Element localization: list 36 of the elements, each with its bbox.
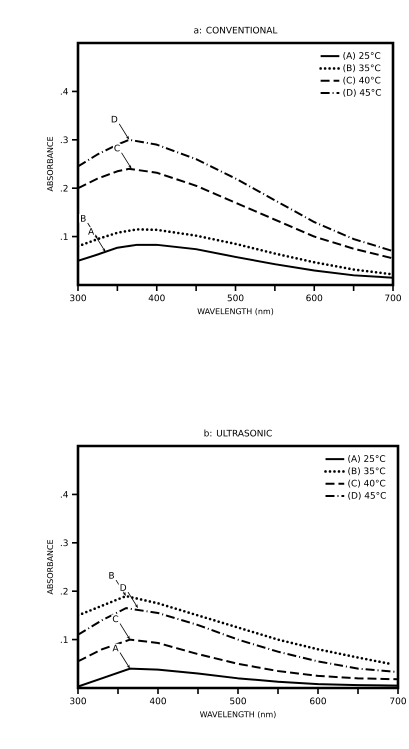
annotation: D (120, 584, 126, 591)
legend-label: (A) 25°C (348, 455, 386, 464)
y-tick-label: .1 (60, 233, 68, 240)
legend-label: (D) 45°C (348, 492, 386, 500)
annotation: D (112, 116, 118, 122)
x-tick-label: 500 (228, 294, 244, 302)
y-tick-label: .2 (60, 184, 68, 192)
y-tick-label: .1 (60, 636, 68, 643)
x-tick-label: 700 (385, 294, 401, 302)
x-tick-label: 500 (230, 698, 246, 704)
y-tick-label: .4 (60, 491, 68, 498)
chart-title: a: CONVENTIONAL (194, 26, 278, 34)
annotation: B (109, 572, 114, 579)
x-tick-label: 300 (70, 698, 86, 704)
chart-title: b: ULTRASONIC (204, 430, 272, 436)
x-tick-label: 300 (70, 294, 86, 302)
annotation: A (88, 228, 94, 235)
x-tick-label: 600 (310, 698, 326, 704)
x-tick-label: 700 (390, 698, 406, 704)
legend-label: (A) 25°C (343, 52, 380, 60)
y-tick-label: .4 (60, 88, 68, 95)
x-tick-label: 400 (148, 294, 165, 302)
legend-label: (B) 35°C (348, 467, 386, 476)
x-tick-label: 400 (150, 698, 166, 704)
y-tick-label: .2 (60, 588, 68, 595)
y-tick-label: .3 (60, 539, 68, 546)
legend-label: (C) 40°C (348, 480, 386, 488)
annotation: C (114, 144, 120, 152)
annotation: B (81, 215, 86, 222)
annotation: C (112, 615, 118, 622)
y-tick-label: .3 (60, 136, 68, 144)
legend-label: (D) 45°C (343, 88, 382, 97)
annotation: A (112, 644, 119, 652)
legend-label: (C) 40°C (343, 76, 380, 85)
x-tick-label: 600 (306, 294, 322, 302)
legend-label: (B) 35°C (343, 64, 380, 72)
